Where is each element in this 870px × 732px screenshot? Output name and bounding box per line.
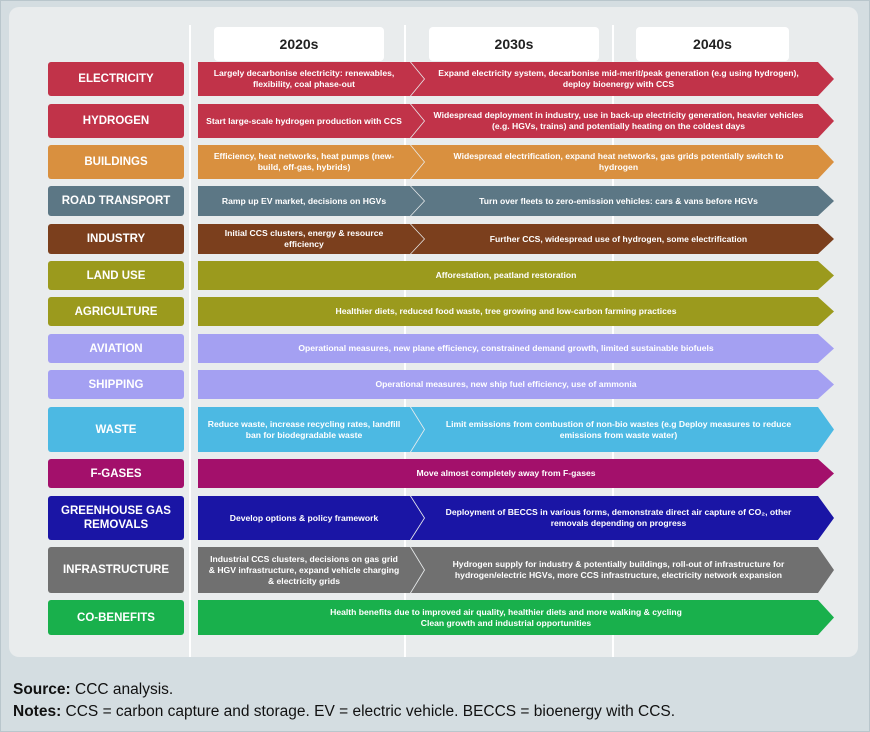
arrow-hydrogen-2020s: Start large-scale hydrogen production wi… [198, 104, 424, 138]
arrow-hydrogen-2020s-text: Start large-scale hydrogen production wi… [206, 115, 402, 126]
arrow-greenhouse-gas-removals-2030s-2040s-text: Deployment of BECCS in various forms, de… [445, 507, 792, 528]
source-label: Source: [13, 681, 71, 698]
arrow-road-transport-2030s-2040s-text: Turn over fleets to zero-emission vehicl… [479, 195, 758, 206]
sector-label-infrastructure: INFRASTRUCTURE [48, 547, 184, 593]
arrow-greenhouse-gas-removals-2020s: Develop options & policy framework [198, 496, 424, 540]
notes-line: Notes: CCS = carbon capture and storage.… [13, 701, 675, 723]
sector-label-electricity: ELECTRICITY [48, 62, 184, 96]
source-line: Source: CCC analysis. [13, 679, 675, 701]
arrow-road-transport-2020s-text: Ramp up EV market, decisions on HGVs [221, 195, 387, 206]
arrow-co-benefits-all-decades: Health benefits due to improved air qual… [198, 600, 834, 635]
arrow-hydrogen-2030s-2040s-text: Widespread deployment in industry, use i… [433, 110, 804, 131]
sector-label-greenhouse-gas-removals: GREENHOUSE GAS REMOVALS [48, 496, 184, 540]
arrow-infrastructure-2020s-text: Industrial CCS clusters, decisions on ga… [208, 553, 400, 586]
sector-label-shipping: SHIPPING [48, 370, 184, 399]
arrow-electricity-2020s-text: Largely decarbonise electricity: renewab… [213, 68, 395, 89]
arrow-buildings-2030s-2040s: Widespread electrification, expand heat … [411, 145, 834, 179]
arrow-industry-2020s-text: Initial CCS clusters, energy & resource … [224, 228, 384, 249]
arrow-industry-2020s: Initial CCS clusters, energy & resource … [198, 224, 424, 254]
notes-label: Notes: [13, 703, 62, 720]
arrow-agriculture-all-decades: Healthier diets, reduced food waste, tre… [198, 297, 834, 326]
arrow-land-use-all-decades: Afforestation, peatland restoration [198, 261, 834, 290]
figure-footer: Source: CCC analysis. Notes: CCS = carbo… [13, 679, 675, 723]
arrow-hydrogen-2030s-2040s: Widespread deployment in industry, use i… [411, 104, 834, 138]
arrow-co-benefits-all-decades-text: Health benefits due to improved air qual… [330, 606, 682, 628]
arrow-road-transport-2030s-2040s: Turn over fleets to zero-emission vehicl… [411, 186, 834, 216]
notes-text: CCS = carbon capture and storage. EV = e… [65, 703, 676, 720]
arrow-greenhouse-gas-removals-2030s-2040s: Deployment of BECCS in various forms, de… [411, 496, 834, 540]
arrow-shipping-all-decades-text: Operational measures, new ship fuel effi… [375, 379, 637, 389]
sector-label-road-transport: ROAD TRANSPORT [48, 186, 184, 216]
sector-label-buildings: BUILDINGS [48, 145, 184, 179]
decade-header-2030s: 2030s [429, 27, 599, 61]
arrow-land-use-all-decades-text: Afforestation, peatland restoration [435, 270, 577, 280]
sector-label-aviation: AVIATION [48, 334, 184, 363]
arrow-waste-2020s-text: Reduce waste, increase recycling rates, … [207, 418, 401, 440]
decade-header-2040s: 2040s [636, 27, 789, 61]
arrow-electricity-2030s-2040s-text: Expand electricity system, decarbonise m… [438, 68, 799, 89]
arrow-infrastructure-2020s: Industrial CCS clusters, decisions on ga… [198, 547, 424, 593]
sector-label-hydrogen: HYDROGEN [48, 104, 184, 138]
arrow-buildings-2020s: Efficiency, heat networks, heat pumps (n… [198, 145, 424, 179]
arrow-industry-2030s-2040s: Further CCS, widespread use of hydrogen,… [411, 224, 834, 254]
sector-label-land-use: LAND USE [48, 261, 184, 290]
arrow-electricity-2020s: Largely decarbonise electricity: renewab… [198, 62, 424, 96]
arrow-electricity-2030s-2040s: Expand electricity system, decarbonise m… [411, 62, 834, 96]
column-divider [189, 25, 191, 657]
sector-label-f-gases: F-GASES [48, 459, 184, 488]
arrow-waste-2020s: Reduce waste, increase recycling rates, … [198, 407, 424, 452]
sector-label-agriculture: AGRICULTURE [48, 297, 184, 326]
arrow-waste-2030s-2040s-text: Limit emissions from combustion of non-b… [445, 418, 792, 440]
arrow-infrastructure-2030s-2040s: Hydrogen supply for industry & potential… [411, 547, 834, 593]
arrow-road-transport-2020s: Ramp up EV market, decisions on HGVs [198, 186, 424, 216]
arrow-f-gases-all-decades: Move almost completely away from F-gases [198, 459, 834, 488]
source-text: CCC analysis. [75, 681, 174, 698]
sector-label-waste: WASTE [48, 407, 184, 452]
sector-label-co-benefits: CO-BENEFITS [48, 600, 184, 635]
arrow-f-gases-all-decades-text: Move almost completely away from F-gases [416, 468, 596, 478]
arrow-buildings-2030s-2040s-text: Widespread electrification, expand heat … [453, 151, 784, 172]
arrow-aviation-all-decades: Operational measures, new plane efficien… [198, 334, 834, 363]
arrow-greenhouse-gas-removals-2020s-text: Develop options & policy framework [229, 512, 379, 523]
decade-header-2020s: 2020s [214, 27, 384, 61]
arrow-agriculture-all-decades-text: Healthier diets, reduced food waste, tre… [335, 306, 677, 316]
arrow-buildings-2020s-text: Efficiency, heat networks, heat pumps (n… [213, 151, 395, 172]
arrow-industry-2030s-2040s-text: Further CCS, widespread use of hydrogen,… [489, 233, 748, 244]
arrow-shipping-all-decades: Operational measures, new ship fuel effi… [198, 370, 834, 399]
arrow-waste-2030s-2040s: Limit emissions from combustion of non-b… [411, 407, 834, 452]
arrow-infrastructure-2030s-2040s-text: Hydrogen supply for industry & potential… [452, 559, 785, 580]
sector-label-industry: INDUSTRY [48, 224, 184, 254]
arrow-aviation-all-decades-text: Operational measures, new plane efficien… [298, 343, 714, 353]
